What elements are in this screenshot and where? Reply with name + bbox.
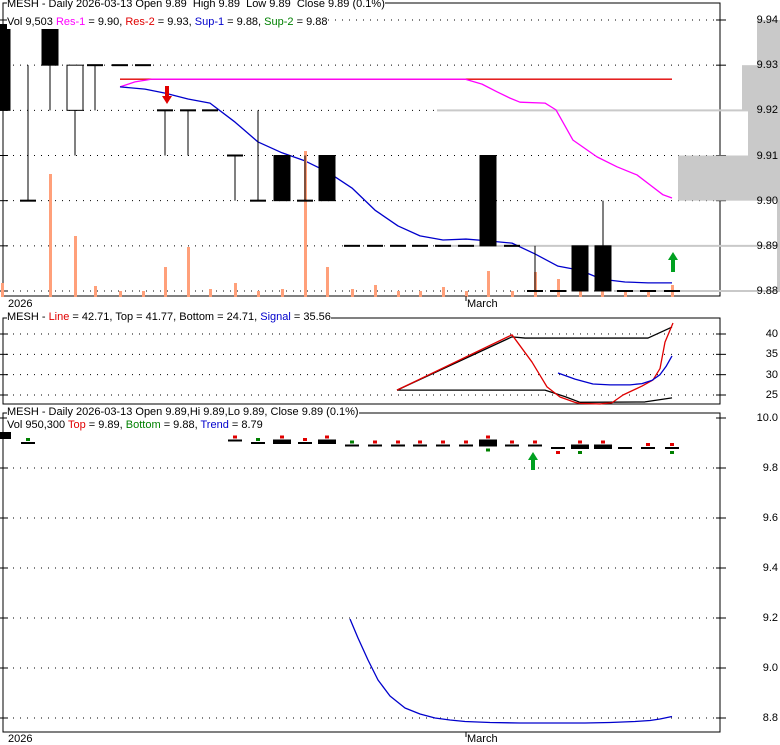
y-axis-label: 8.8 bbox=[762, 712, 778, 724]
legend-sup2: Sup-2 bbox=[264, 16, 294, 28]
legend-sup1-value: = 9.88, bbox=[224, 16, 265, 28]
y-axis-label: 9.92 bbox=[756, 104, 778, 117]
legend-res2-value: = 9.93, bbox=[154, 16, 195, 28]
legend-top: Top bbox=[67, 419, 86, 431]
mid-line-values: = 42.71, Top = 41.77, Bottom = 24.71, bbox=[69, 311, 261, 323]
legend-sup1: Sup-1 bbox=[194, 16, 225, 28]
bottom-panel-title-text: MESH - Daily 2026-03-13 Open 9.89,Hi 9.8… bbox=[7, 406, 359, 418]
bottom-panel-title: MESH - Daily 2026-03-13 Open 9.89,Hi 9.8… bbox=[7, 406, 359, 419]
y-axis-label: 9.94 bbox=[756, 14, 778, 26]
legend-bottom-value: = 9.88, bbox=[160, 419, 201, 431]
legend-res1: Res-1 bbox=[55, 16, 86, 28]
legend-sup2-value: = 9.88 bbox=[293, 16, 328, 28]
y-axis-label: 9.6 bbox=[762, 512, 778, 524]
y-axis-label: 9.88 bbox=[756, 285, 778, 297]
y-axis-label: 9.2 bbox=[762, 612, 778, 624]
y-axis-label: 9.8 bbox=[762, 462, 778, 474]
year-label: 2026 bbox=[8, 733, 33, 745]
y-axis-label: 9.0 bbox=[762, 662, 778, 674]
legend-top-value: = 9.89, bbox=[85, 419, 126, 431]
legend-res1-value: = 9.90, bbox=[85, 16, 126, 28]
mid-line-label: Line bbox=[48, 311, 70, 323]
y-axis-label: 9.91 bbox=[756, 149, 778, 162]
top-panel-title: MESH - Daily 2026-03-13 Open 9.89 High 9… bbox=[7, 0, 385, 11]
mid-panel-title: MESH - Line = 42.71, Top = 41.77, Bottom… bbox=[7, 311, 331, 324]
bottom-panel-legend: Vol 950,300 Top = 9.89, Bottom = 9.88, T… bbox=[7, 419, 263, 432]
y-axis-label: 30 bbox=[765, 368, 778, 381]
y-axis-label: 9.93 bbox=[756, 59, 778, 72]
month-label: March bbox=[467, 298, 498, 310]
legend-bottom: Bottom bbox=[125, 419, 161, 431]
mid-signal-value: = 35.56 bbox=[290, 311, 331, 323]
bottom-volume-label: Vol 950,300 bbox=[7, 419, 68, 431]
volume-label: Vol 9,503 bbox=[7, 16, 56, 28]
top-panel-legend: Vol 9,503 Res-1 = 9.90, Res-2 = 9.93, Su… bbox=[7, 16, 328, 29]
mid-title-prefix: MESH - bbox=[7, 311, 49, 323]
y-axis-label: 10.0 bbox=[756, 412, 778, 424]
mid-signal-label: Signal bbox=[260, 311, 291, 323]
year-label: 2026 bbox=[8, 298, 33, 310]
top-panel-title-text: MESH - Daily 2026-03-13 Open 9.89 High 9… bbox=[7, 0, 385, 10]
y-axis-label: 40 bbox=[765, 328, 778, 340]
month-label: March bbox=[467, 733, 498, 745]
legend-trend: Trend bbox=[200, 419, 229, 431]
legend-trend-value: = 8.79 bbox=[228, 419, 263, 431]
y-axis-label: 25 bbox=[765, 389, 778, 401]
legend-res2: Res-2 bbox=[125, 16, 155, 28]
y-axis-label: 9.4 bbox=[762, 562, 778, 574]
y-axis-label: 35 bbox=[765, 348, 778, 361]
y-axis-label: 9.90 bbox=[756, 194, 778, 207]
y-axis-label: 9.89 bbox=[756, 239, 778, 252]
